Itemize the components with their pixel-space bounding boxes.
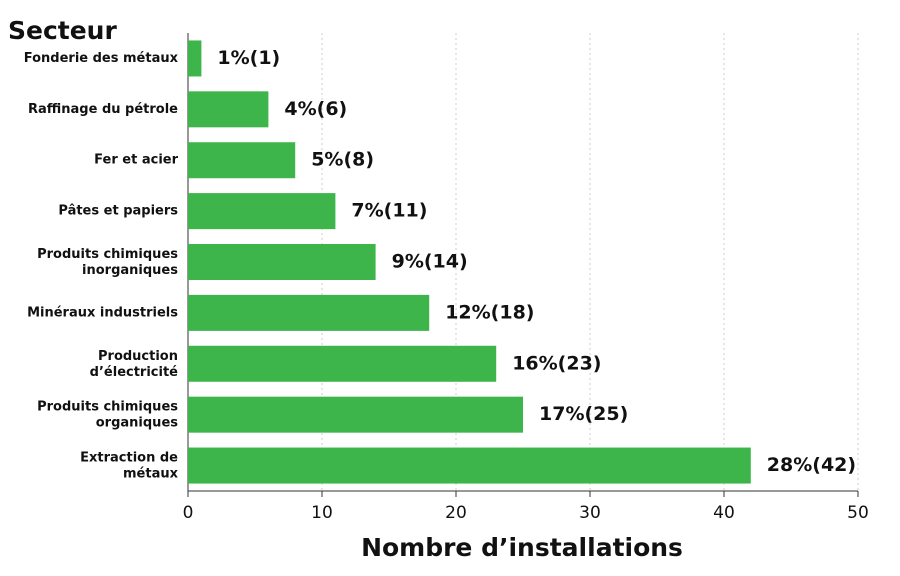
value-label: 1%(1): [217, 47, 280, 69]
x-tick-label: 0: [183, 503, 194, 523]
value-label: 9%(14): [392, 251, 468, 273]
bar: [188, 193, 336, 230]
y-tick-label: Production d’électricité: [90, 348, 178, 379]
y-tick-label: Produits chimiques inorganiques: [37, 247, 178, 278]
y-tick-label: Fonderie des métaux: [24, 51, 179, 66]
x-tick-label: 40: [713, 503, 735, 523]
bar: [188, 447, 751, 484]
x-tick-label: 10: [311, 503, 333, 523]
y-tick-label: Produits chimiques organiques: [37, 399, 178, 430]
bar: [188, 396, 523, 433]
x-tick-label: 20: [445, 503, 467, 523]
x-tick-label: 30: [579, 503, 601, 523]
bar: [188, 244, 376, 280]
bar: [188, 91, 269, 128]
value-label: 17%(25): [539, 403, 628, 425]
value-label: 28%(42): [767, 454, 856, 476]
y-tick-label: Minéraux industriels: [27, 305, 178, 320]
bar: [188, 142, 296, 179]
y-tick-label: Pâtes et papiers: [58, 204, 178, 219]
value-label: 16%(23): [512, 352, 601, 374]
x-axis-title: Nombre d’installations: [361, 533, 683, 562]
value-label: 4%(6): [284, 98, 347, 120]
y-tick-label: Fer et acier: [94, 153, 178, 168]
bar: [188, 345, 497, 382]
y-axis-title: Secteur: [8, 16, 117, 45]
bar: [188, 294, 430, 331]
y-tick-label: Extraction de métaux: [80, 450, 178, 481]
x-tick-label: 50: [847, 503, 869, 523]
value-label: 12%(18): [445, 301, 534, 323]
bar: [188, 40, 202, 77]
value-label: 7%(11): [351, 200, 427, 222]
y-tick-label: Raffinage du pétrole: [28, 102, 178, 117]
value-label: 5%(8): [311, 149, 374, 171]
